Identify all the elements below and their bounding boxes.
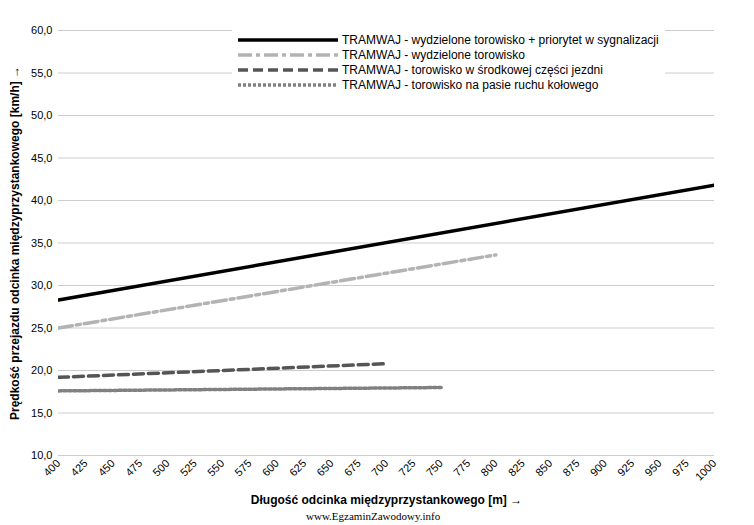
svg-text:450: 450 [96, 457, 117, 478]
svg-text:35,0: 35,0 [31, 237, 52, 249]
svg-text:750: 750 [424, 457, 445, 478]
html-text:TRAMWAJ - torowisko w środkowe: TRAMWAJ - torowisko w środkowej części j… [342, 62, 603, 77]
svg-text:Prędkość przejazdu odcinka mię: Prędkość przejazdu odcinka międzyprzysta… [8, 66, 22, 420]
html-text:TRAMWAJ - wydzielone torowisko: TRAMWAJ - wydzielone torowisko + prioryt… [342, 32, 659, 47]
svg-text:800: 800 [478, 457, 499, 478]
svg-text:725: 725 [396, 457, 417, 478]
svg-text:10,0: 10,0 [31, 449, 52, 461]
svg-text:900: 900 [588, 457, 609, 478]
svg-text:925: 925 [615, 457, 636, 478]
svg-text:475: 475 [123, 457, 144, 478]
svg-text:20,0: 20,0 [31, 364, 52, 376]
svg-text:950: 950 [642, 457, 663, 478]
svg-text:1000: 1000 [693, 457, 719, 483]
svg-text:Długość odcinka międzyprzystan: Długość odcinka międzyprzystankowego [m]… [251, 493, 522, 507]
svg-text:40,0: 40,0 [31, 194, 52, 206]
svg-text:625: 625 [287, 457, 308, 478]
svg-text:850: 850 [533, 457, 554, 478]
svg-text:875: 875 [560, 457, 581, 478]
html-text:www.EgzaminZawodowy.info: www.EgzaminZawodowy.info [306, 510, 441, 522]
svg-text:60,0: 60,0 [31, 24, 52, 36]
svg-text:700: 700 [369, 457, 390, 478]
svg-text:675: 675 [342, 457, 363, 478]
svg-text:600: 600 [260, 457, 281, 478]
svg-text:50,0: 50,0 [31, 109, 52, 121]
html-text:TRAMWAJ - wydzielone torowisko: TRAMWAJ - wydzielone torowisko [342, 47, 525, 62]
svg-text:425: 425 [68, 457, 89, 478]
svg-text:30,0: 30,0 [31, 279, 52, 291]
svg-text:975: 975 [670, 457, 691, 478]
svg-text:55,0: 55,0 [31, 67, 52, 79]
svg-text:45,0: 45,0 [31, 152, 52, 164]
svg-text:825: 825 [506, 457, 527, 478]
svg-text:775: 775 [451, 457, 472, 478]
html-text:TRAMWAJ - torowisko na pasie r: TRAMWAJ - torowisko na pasie ruchu kołow… [342, 77, 599, 92]
svg-text:400: 400 [41, 457, 62, 478]
svg-text:525: 525 [178, 457, 199, 478]
svg-text:500: 500 [150, 457, 171, 478]
svg-text:550: 550 [205, 457, 226, 478]
svg-text:575: 575 [232, 457, 253, 478]
svg-text:650: 650 [314, 457, 335, 478]
svg-text:25,0: 25,0 [31, 322, 52, 334]
svg-text:15,0: 15,0 [31, 407, 52, 419]
